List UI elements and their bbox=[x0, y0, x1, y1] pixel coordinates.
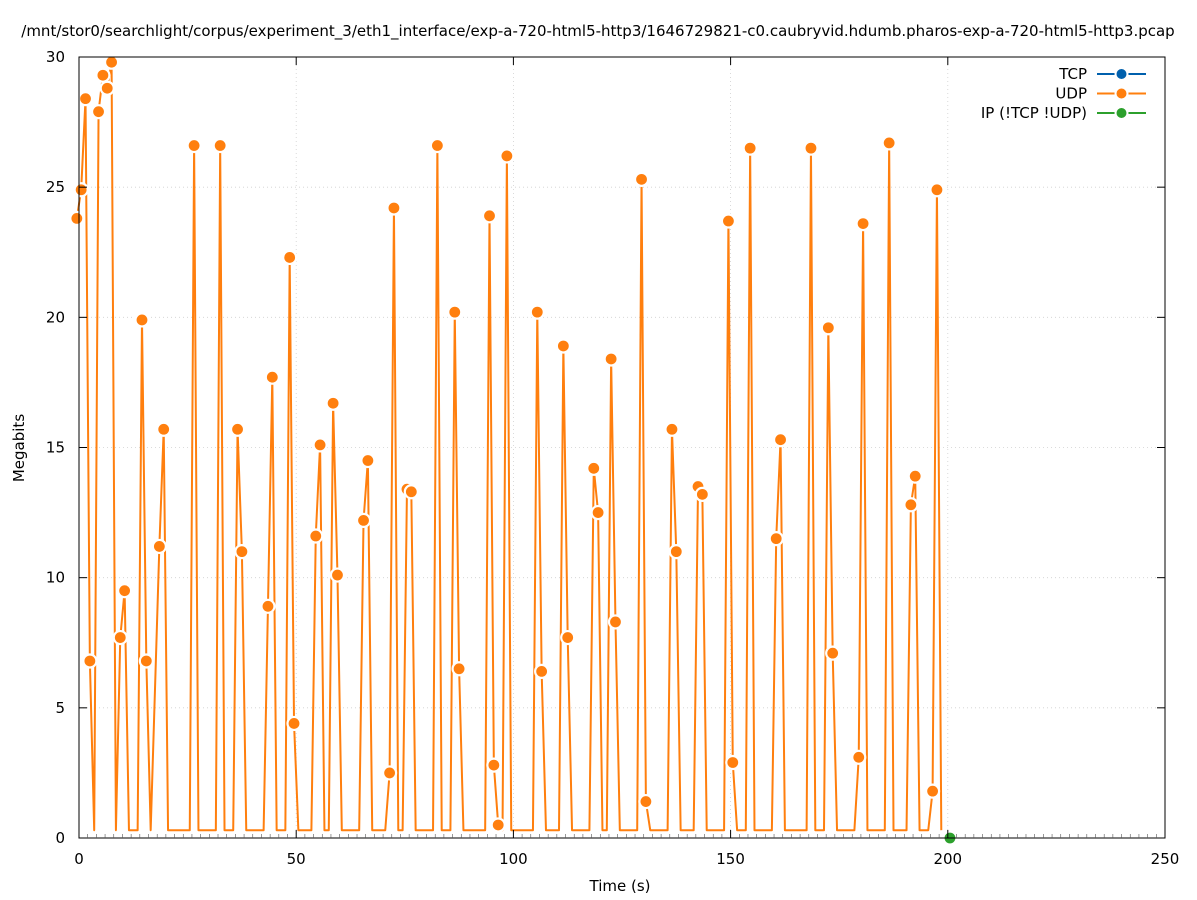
data-point bbox=[586, 460, 602, 476]
legend-label: IP (!TCP !UDP) bbox=[981, 104, 1087, 122]
legend-label: TCP bbox=[1058, 65, 1087, 83]
x-tick-label: 100 bbox=[499, 850, 528, 868]
data-point bbox=[325, 395, 341, 411]
ticks: 0 50 100 150 200 250 0 5 10 15 20 25 30 bbox=[46, 48, 1179, 868]
y-axis-title: Megabits bbox=[10, 414, 28, 482]
data-point bbox=[820, 320, 836, 336]
data-point bbox=[720, 213, 737, 229]
data-point bbox=[229, 421, 246, 437]
data-point bbox=[851, 749, 867, 765]
legend-marker bbox=[1114, 106, 1129, 120]
data-point bbox=[117, 583, 133, 599]
data-point bbox=[186, 137, 202, 154]
data-point bbox=[99, 80, 115, 96]
legend-label: UDP bbox=[1055, 85, 1087, 103]
data-point bbox=[386, 200, 402, 216]
series-1 bbox=[69, 54, 945, 833]
data-point bbox=[447, 304, 463, 320]
data-point bbox=[725, 754, 741, 771]
data-point bbox=[825, 645, 841, 661]
data-point bbox=[234, 544, 250, 560]
data-point bbox=[282, 249, 298, 266]
y-tick-label: 20 bbox=[46, 308, 65, 326]
data-point bbox=[633, 171, 650, 187]
data-point bbox=[490, 817, 506, 833]
data-point bbox=[264, 369, 280, 385]
data-point bbox=[929, 182, 945, 198]
data-point bbox=[112, 629, 128, 646]
y-tick-label: 25 bbox=[46, 178, 65, 196]
data-point bbox=[768, 531, 784, 547]
data-point bbox=[95, 67, 111, 83]
x-tick-label: 200 bbox=[933, 850, 962, 868]
y-tick-label: 0 bbox=[55, 829, 65, 847]
data-point bbox=[382, 765, 398, 781]
data-point bbox=[260, 598, 276, 614]
data-point bbox=[529, 304, 545, 320]
data-point bbox=[69, 210, 85, 227]
data-point bbox=[664, 421, 680, 437]
data-point bbox=[742, 140, 758, 156]
y-tick-label: 5 bbox=[55, 699, 65, 717]
data-point bbox=[603, 351, 619, 367]
data-point bbox=[138, 653, 154, 669]
series-layer bbox=[69, 54, 958, 846]
data-point bbox=[73, 182, 89, 198]
data-point bbox=[534, 663, 550, 679]
data-point bbox=[312, 437, 328, 453]
data-point bbox=[403, 484, 419, 500]
data-point bbox=[308, 528, 324, 544]
data-point bbox=[694, 486, 710, 502]
data-point bbox=[560, 629, 576, 646]
data-point bbox=[907, 468, 923, 484]
data-point bbox=[77, 91, 94, 107]
data-point bbox=[156, 421, 172, 437]
data-point bbox=[360, 452, 376, 469]
x-tick-label: 0 bbox=[74, 850, 84, 868]
data-point bbox=[855, 216, 871, 232]
y-tick-label: 10 bbox=[46, 569, 65, 587]
data-point bbox=[486, 757, 502, 773]
data-point bbox=[103, 54, 120, 70]
legend-marker bbox=[1114, 86, 1129, 101]
data-point bbox=[772, 432, 789, 448]
chart-title: /mnt/stor0/searchlight/corpus/experiment… bbox=[21, 22, 1174, 41]
data-point bbox=[803, 140, 819, 156]
data-point bbox=[590, 504, 606, 521]
data-point bbox=[355, 512, 372, 528]
data-point bbox=[607, 614, 624, 630]
data-point bbox=[499, 148, 515, 164]
legend-marker bbox=[1114, 67, 1129, 81]
data-point bbox=[481, 208, 498, 224]
x-tick-label: 50 bbox=[287, 850, 306, 868]
data-point bbox=[212, 137, 228, 154]
data-point bbox=[638, 793, 654, 810]
data-point bbox=[451, 661, 467, 677]
data-point bbox=[329, 567, 346, 583]
x-tick-label: 250 bbox=[1151, 850, 1180, 868]
data-point bbox=[82, 653, 98, 669]
y-tick-label: 15 bbox=[46, 439, 65, 457]
y-tick-label: 30 bbox=[46, 48, 65, 66]
data-point bbox=[286, 715, 302, 732]
grid bbox=[79, 57, 1165, 838]
data-point bbox=[555, 338, 571, 354]
data-point bbox=[429, 137, 445, 154]
x-axis-title: Time (s) bbox=[589, 877, 651, 895]
data-point bbox=[903, 497, 919, 513]
data-point bbox=[151, 538, 167, 555]
data-point bbox=[668, 544, 684, 560]
x-tick-label: 150 bbox=[716, 850, 745, 868]
data-point bbox=[881, 135, 897, 151]
data-point bbox=[90, 104, 107, 120]
data-point bbox=[134, 312, 150, 328]
data-point bbox=[924, 783, 941, 799]
